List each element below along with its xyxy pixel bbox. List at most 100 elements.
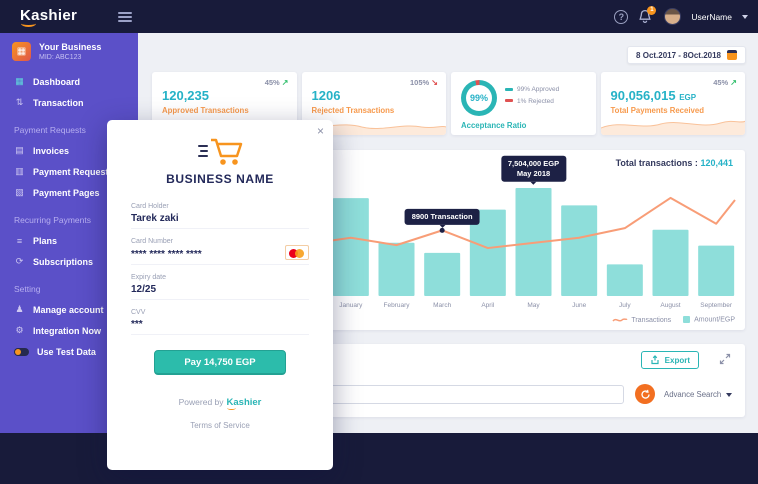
sidebar-item-label: Plans — [33, 235, 58, 246]
card-number-field[interactable]: Card Number **** **** **** **** — [131, 238, 309, 265]
shopping-cart-icon — [198, 138, 243, 165]
chevron-down-icon[interactable] — [742, 14, 748, 19]
expiry-date-label: Expiry date — [131, 274, 167, 281]
expiry-date-field[interactable]: Expiry date 12/25 — [131, 274, 309, 300]
line-series-icon — [612, 318, 628, 322]
notifications-button[interactable]: 1 — [638, 5, 657, 25]
date-range-picker[interactable]: 8 Oct.2017 - 8Oct.2018 — [627, 46, 746, 64]
month-label: July — [619, 302, 631, 309]
cvv-field[interactable]: CVV *** — [131, 309, 309, 335]
section-setting: Setting — [14, 284, 41, 294]
user-avatar[interactable] — [664, 8, 682, 25]
sidebar-item-payment-request[interactable]: ▥ Payment Request — [0, 161, 138, 182]
sidebar-item-label: Integration Now — [33, 325, 101, 336]
help-icon[interactable]: ? — [614, 9, 629, 24]
total-transactions: Total transactions : 120,441 — [616, 158, 733, 168]
rejected-legend-label: 1% Rejected — [517, 97, 554, 105]
cvv-label: CVV — [131, 309, 146, 316]
trend-up-icon: ↗ — [730, 78, 737, 87]
subscriptions-icon: ⟳ — [15, 256, 24, 266]
user-name: UserName — [691, 11, 732, 22]
sparkline — [600, 120, 745, 135]
sidebar-item-transaction[interactable]: ⇅ Transaction — [0, 92, 138, 113]
trend-up-icon: ↗ — [281, 78, 289, 87]
sidebar-item-payment-pages[interactable]: ▧ Payment Pages — [0, 182, 138, 203]
bar-line-chart[interactable]: January February March April May June July Augu… — [158, 178, 739, 323]
month-label: January — [339, 302, 363, 309]
sidebar-item-manage-account[interactable]: ♟ Manage account — [0, 299, 138, 320]
sidebar-item-dashboard[interactable]: ▦ Dashboard — [0, 71, 138, 92]
bar-august[interactable] — [652, 229, 689, 296]
business-mid: MID: ABC123 — [39, 54, 82, 61]
payment-pages-icon: ▧ — [15, 187, 24, 197]
bar-july[interactable] — [606, 264, 643, 296]
bar-september[interactable] — [698, 245, 735, 296]
refresh-search-button[interactable] — [635, 384, 655, 404]
stat-label: Rejected Transactions — [311, 106, 395, 115]
month-label: May — [527, 302, 540, 309]
payment-request-icon: ▥ — [15, 166, 24, 176]
stat-value: 120,235 — [162, 88, 209, 103]
bar-june[interactable] — [561, 205, 598, 296]
sidebar-item-plans[interactable]: ≡ Plans — [0, 230, 138, 251]
section-payment-requests: Payment Requests — [14, 125, 86, 135]
sidebar-item-label: Payment Pages — [33, 187, 100, 198]
line-point-marker — [439, 227, 445, 233]
test-data-toggle[interactable] — [14, 347, 29, 356]
sidebar-item-label: Payment Request — [33, 166, 109, 177]
sidebar-item-subscriptions[interactable]: ⟳ Subscriptions — [0, 251, 138, 272]
user-icon: ♟ — [15, 304, 24, 314]
notification-badge: 1 — [647, 5, 657, 15]
sidebar-item-invoices[interactable]: ▤ Invoices — [0, 140, 138, 161]
calendar-icon — [727, 50, 737, 60]
close-icon[interactable]: × — [316, 124, 324, 138]
sidebar-item-label: Transaction — [33, 97, 84, 108]
month-label: March — [433, 302, 451, 309]
card-acceptance-ratio[interactable]: 99% 99% Approved 1% Rejected Acceptance … — [451, 72, 596, 135]
sidebar-item-label: Use Test Data — [37, 346, 96, 357]
advance-search-label: Advance Search — [664, 390, 722, 399]
month-label: August — [660, 302, 680, 309]
approved-legend-label: 99% Approved — [517, 86, 560, 93]
sidebar-toggle-icon[interactable] — [118, 12, 132, 24]
section-recurring-payments: Recurring Payments — [14, 215, 92, 225]
expiry-date-value: 12/25 — [131, 284, 157, 295]
card-total-payments[interactable]: 45% ↗ 90,056,015 EGP Total Payments Rece… — [600, 72, 745, 135]
amount-tooltip: 7,504,000 EGP May 2018 — [500, 155, 567, 186]
stat-label: Acceptance Ratio — [461, 121, 527, 130]
card-holder-field[interactable]: Card Holder Tarek zaki — [131, 203, 309, 229]
sidebar-item-integration-now[interactable]: ⚙ Integration Now — [0, 320, 138, 341]
export-icon — [651, 355, 659, 365]
card-rejected-transactions[interactable]: 105% ↘ 1206 Rejected Transactions — [301, 72, 446, 135]
export-button[interactable]: Export — [640, 351, 699, 369]
gear-icon: ⚙ — [15, 325, 24, 335]
plans-icon: ≡ — [16, 235, 23, 246]
stat-label: Approved Transactions — [162, 106, 249, 115]
payment-form: Card Holder Tarek zaki Card Number **** … — [107, 186, 333, 335]
advance-search-button[interactable]: Advance Search — [664, 390, 733, 399]
bar-march[interactable] — [424, 252, 461, 296]
bar-february[interactable] — [378, 242, 415, 296]
change-value: 45% — [264, 78, 280, 87]
transaction-icon: ⇅ — [15, 97, 24, 107]
business-profile[interactable]: ▦ Your Business MID: ABC123 — [0, 33, 138, 71]
kashier-logo: Kashier — [20, 7, 78, 27]
refresh-icon — [640, 389, 650, 399]
card-number-value: **** **** **** **** — [131, 248, 202, 260]
bar-january[interactable] — [332, 198, 369, 296]
cvv-value: *** — [131, 319, 143, 330]
sidebar-item-use-test-data[interactable]: Use Test Data — [0, 341, 138, 362]
dashboard-icon: ▦ — [15, 76, 24, 86]
sidebar-item-label: Subscriptions — [33, 256, 94, 267]
powered-by: Powered by Kashier — [107, 397, 333, 408]
chevron-down-icon — [726, 392, 733, 397]
powered-by-label: Powered by — [178, 397, 224, 407]
month-label: June — [572, 302, 586, 309]
fullscreen-icon[interactable] — [719, 352, 731, 370]
pay-button[interactable]: Pay 14,750 EGP — [154, 350, 286, 375]
business-icon: ▦ — [12, 42, 31, 61]
terms-of-service-link[interactable]: Terms of Service — [190, 421, 250, 430]
month-label: April — [481, 302, 495, 309]
currency-label: EGP — [679, 93, 697, 102]
bar-april[interactable] — [469, 209, 506, 296]
